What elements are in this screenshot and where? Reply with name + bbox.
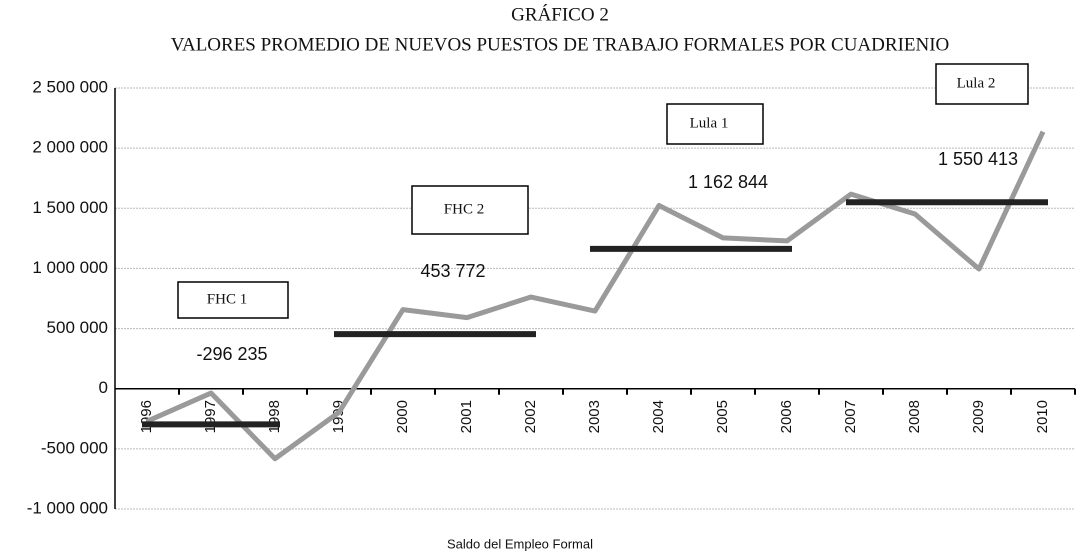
y-tick-label: 0 (99, 378, 108, 397)
x-tick-label: 2007 (842, 400, 859, 433)
x-tick-label: 2009 (970, 400, 987, 433)
y-tick-label: 2 500 000 (32, 77, 108, 96)
x-tick-label: 2005 (714, 400, 731, 433)
x-axis-label: Saldo del Empleo Formal (447, 536, 593, 551)
x-tick-label: 2000 (394, 400, 411, 433)
y-tick-label: -500 000 (41, 438, 108, 457)
data-line (145, 130, 1046, 462)
period-value-label: 1 162 844 (688, 172, 768, 192)
x-tick-label: 1998 (266, 400, 283, 433)
x-tick-label: 2003 (586, 400, 603, 433)
period-box (935, 63, 1029, 105)
y-tick-label: 500 000 (47, 318, 108, 337)
x-tick-label: 2002 (522, 400, 539, 433)
y-tick-label: -1 000 000 (27, 498, 108, 517)
period-name: Lula 1 (690, 115, 729, 131)
x-tick-label: 2006 (778, 400, 795, 433)
period-name: FHC 2 (444, 201, 484, 217)
x-tick-label: 2001 (458, 400, 475, 433)
x-tick-label: 1997 (202, 400, 219, 433)
y-tick-label: 2 000 000 (32, 138, 108, 157)
period-name: Lula 2 (957, 75, 996, 91)
x-tick-label: 2004 (650, 400, 667, 433)
period-box (411, 185, 529, 235)
y-tick-label: 1 000 000 (32, 258, 108, 277)
period-box (177, 281, 289, 319)
chart-subtitle: VALORES PROMEDIO DE NUEVOS PUESTOS DE TR… (171, 34, 950, 55)
period-box (666, 103, 764, 145)
x-tick-label: 2008 (906, 400, 923, 433)
y-tick-label: 1 500 000 (32, 198, 108, 217)
period-value-label: -296 235 (196, 344, 267, 364)
period-name: FHC 1 (207, 291, 247, 307)
chart-title: GRÁFICO 2 (511, 3, 609, 25)
period-value-label: 1 550 413 (938, 149, 1018, 169)
period-value-label: 453 772 (420, 261, 485, 281)
x-tick-label: 2010 (1034, 400, 1051, 433)
